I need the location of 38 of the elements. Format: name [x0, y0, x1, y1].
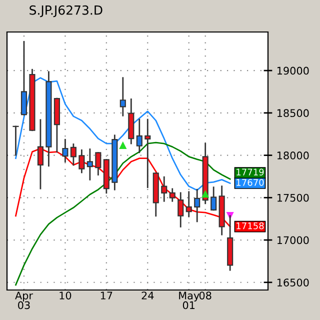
candlestick	[62, 138, 68, 162]
x-tick-label: 24	[142, 292, 154, 300]
y-tick-label: 17500	[277, 194, 309, 202]
x-tick-label: 10	[60, 292, 72, 300]
candlestick	[194, 188, 200, 222]
candlestick	[78, 149, 85, 174]
candlestick	[120, 77, 126, 116]
data-label: 17158	[236, 222, 264, 230]
y-tick-label: 18000	[277, 152, 309, 160]
line-series	[15, 142, 231, 286]
y-tick-label: 17000	[277, 236, 309, 244]
data-label: 17719	[236, 168, 264, 176]
x-tick-label: May 01	[179, 292, 200, 310]
candlestick	[144, 118, 151, 188]
candlestick	[186, 191, 192, 218]
y-tick-label: 16500	[277, 278, 309, 286]
x-tick-label: Apr 03	[15, 292, 33, 310]
line-series	[15, 148, 231, 228]
candlestick	[95, 152, 102, 176]
candlestick	[20, 40, 28, 116]
x-tick-label: 08	[199, 292, 212, 300]
candlestick	[161, 176, 168, 202]
x-tick-label: 17	[100, 292, 112, 300]
y-tick-label: 19000	[277, 66, 309, 75]
candlestick	[70, 143, 76, 166]
candlestick	[37, 119, 44, 190]
candlestick	[169, 188, 176, 202]
point	[119, 141, 127, 149]
candlestick	[12, 126, 19, 156]
chart-title: S.JP.J6273.D	[30, 5, 102, 18]
candlestick	[136, 118, 142, 154]
candlestick	[178, 192, 184, 228]
y-tick-label: 18500	[277, 109, 309, 118]
data-label: 17670	[236, 179, 264, 186]
point	[202, 190, 210, 198]
line-series	[15, 77, 231, 191]
candlestick	[210, 186, 217, 211]
candlestick	[86, 148, 93, 180]
